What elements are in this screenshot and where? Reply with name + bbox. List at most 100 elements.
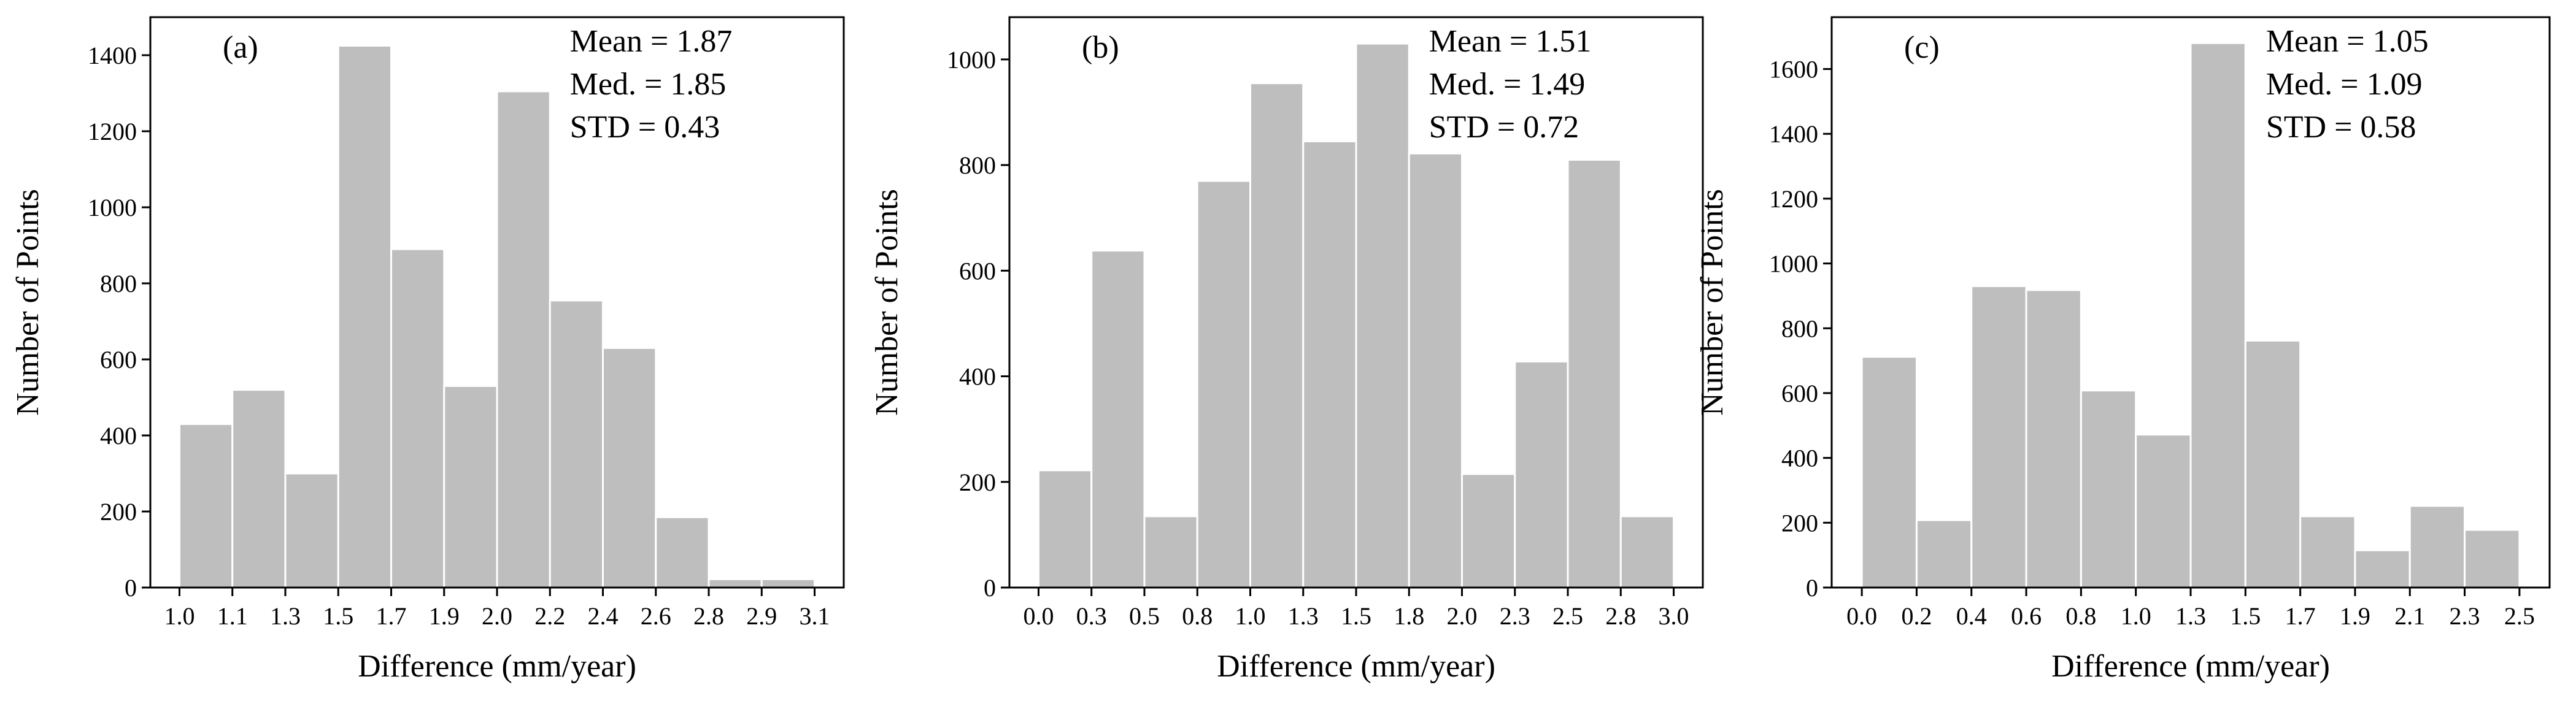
x-tick-label: 1.3: [1288, 602, 1319, 630]
bar: [231, 389, 287, 589]
bar: [2464, 529, 2521, 589]
x-tick-label: 2.2: [534, 602, 565, 630]
bar: [602, 347, 657, 589]
y-tick-label: 600: [1781, 380, 1818, 407]
stat-annotation: Med. = 1.49: [1429, 67, 1586, 102]
x-tick-label: 0.4: [1956, 602, 1987, 630]
bar: [496, 90, 551, 589]
y-tick-label: 0: [125, 574, 137, 602]
x-tick-label: 1.3: [270, 602, 301, 630]
x-axis-label: Difference (mm/year): [358, 649, 636, 684]
bar: [2244, 339, 2302, 589]
bar: [1408, 152, 1463, 589]
stat-annotation: STD = 0.72: [1429, 110, 1579, 145]
x-tick-label: 2.8: [1605, 602, 1636, 630]
x-tick-label: 2.5: [2504, 602, 2535, 630]
bar: [1090, 250, 1146, 589]
x-axis-label: Difference (mm/year): [1217, 649, 1495, 684]
bar: [178, 423, 234, 589]
panel-label: (c): [1904, 30, 1940, 65]
y-tick-label: 200: [1781, 509, 1818, 537]
y-tick-label: 400: [100, 422, 137, 450]
bar: [655, 516, 710, 589]
x-tick-label: 3.1: [800, 602, 830, 630]
bar: [1567, 159, 1622, 589]
x-tick-label: 1.5: [323, 602, 353, 630]
y-tick-label: 1000: [88, 194, 137, 221]
bar: [549, 299, 604, 589]
bar: [2299, 515, 2356, 589]
x-tick-label: 1.8: [1394, 602, 1424, 630]
stat-annotation: Mean = 1.51: [1429, 24, 1592, 59]
y-tick-label: 200: [100, 498, 137, 526]
y-tick-label: 600: [959, 257, 996, 285]
bar: [1355, 42, 1410, 589]
bar: [2080, 389, 2137, 589]
x-tick-label: 2.6: [641, 602, 671, 630]
stat-annotation: STD = 0.58: [2266, 110, 2416, 145]
x-tick-label: 1.7: [376, 602, 406, 630]
x-tick-label: 1.0: [164, 602, 195, 630]
stat-annotation: Med. = 1.85: [570, 67, 727, 102]
x-tick-label: 0.0: [1846, 602, 1877, 630]
y-tick-label: 1200: [88, 118, 137, 145]
bar: [443, 385, 498, 589]
y-tick-label: 800: [1781, 315, 1818, 342]
stat-annotation: Mean = 1.05: [2266, 24, 2429, 59]
x-tick-label: 2.0: [482, 602, 512, 630]
bar: [1037, 469, 1093, 589]
bar: [1915, 519, 1973, 589]
x-tick-label: 0.5: [1129, 602, 1160, 630]
chart-panel-c: 0 200 400 600 800 1000 1200 1400 1600 0.0 0.2 0.4 0.…: [1695, 16, 2551, 684]
y-tick-label: 0: [1806, 574, 1818, 602]
x-tick-label: 1.5: [1341, 602, 1371, 630]
bar: [1143, 515, 1198, 589]
y-axis-label: Number of Points: [870, 189, 904, 416]
y-tick-label: 1400: [1769, 120, 1818, 148]
x-axis-label: Difference (mm/year): [2051, 649, 2330, 684]
stat-annotation: STD = 0.43: [570, 110, 720, 145]
x-tick-label: 2.3: [1500, 602, 1530, 630]
x-tick-label: 1.0: [2121, 602, 2151, 630]
stat-annotation: Mean = 1.87: [570, 24, 733, 59]
bar: [2408, 505, 2466, 589]
y-tick-label: 800: [959, 151, 996, 179]
bar: [1196, 180, 1251, 589]
x-tick-label: 1.7: [2285, 602, 2316, 630]
y-tick-label: 0: [984, 574, 996, 602]
bar: [760, 578, 816, 589]
bar: [2354, 549, 2411, 589]
x-tick-label: 1.9: [2340, 602, 2370, 630]
x-tick-label: 2.1: [2394, 602, 2425, 630]
x-tick-label: 0.3: [1076, 602, 1107, 630]
x-tick-label: 2.3: [2450, 602, 2480, 630]
chart-panel-b: 0 200 400 600 800 1000 0.0 0.3 0.5 0.8 1.0 1.3 1.5 1.…: [870, 16, 1704, 684]
y-tick-label: 600: [100, 346, 137, 373]
panel-label: (b): [1082, 30, 1119, 65]
x-tick-label: 1.5: [2230, 602, 2261, 630]
bar: [284, 472, 339, 589]
y-tick-label: 400: [1781, 445, 1818, 472]
bar: [708, 578, 763, 589]
x-tick-label: 1.9: [429, 602, 460, 630]
y-tick-label: 1000: [947, 46, 996, 74]
bar: [1461, 473, 1516, 589]
x-tick-label: 2.4: [588, 602, 619, 630]
x-tick-label: 1.3: [2175, 602, 2206, 630]
bar: [1514, 360, 1569, 589]
x-tick-label: 1.1: [217, 602, 248, 630]
bar: [1619, 515, 1675, 589]
y-tick-label: 400: [959, 363, 996, 391]
bar: [2189, 42, 2246, 589]
x-tick-label: 2.5: [1552, 602, 1583, 630]
stat-annotation: Med. = 1.09: [2266, 67, 2423, 102]
y-tick-label: 800: [100, 270, 137, 297]
x-tick-label: 3.0: [1659, 602, 1689, 630]
y-tick-label: 1000: [1769, 250, 1818, 278]
x-tick-label: 2.8: [693, 602, 724, 630]
y-tick-label: 1400: [88, 42, 137, 69]
bar: [1861, 356, 1918, 589]
x-tick-label: 0.2: [1901, 602, 1932, 630]
panel-label: (a): [223, 30, 258, 65]
